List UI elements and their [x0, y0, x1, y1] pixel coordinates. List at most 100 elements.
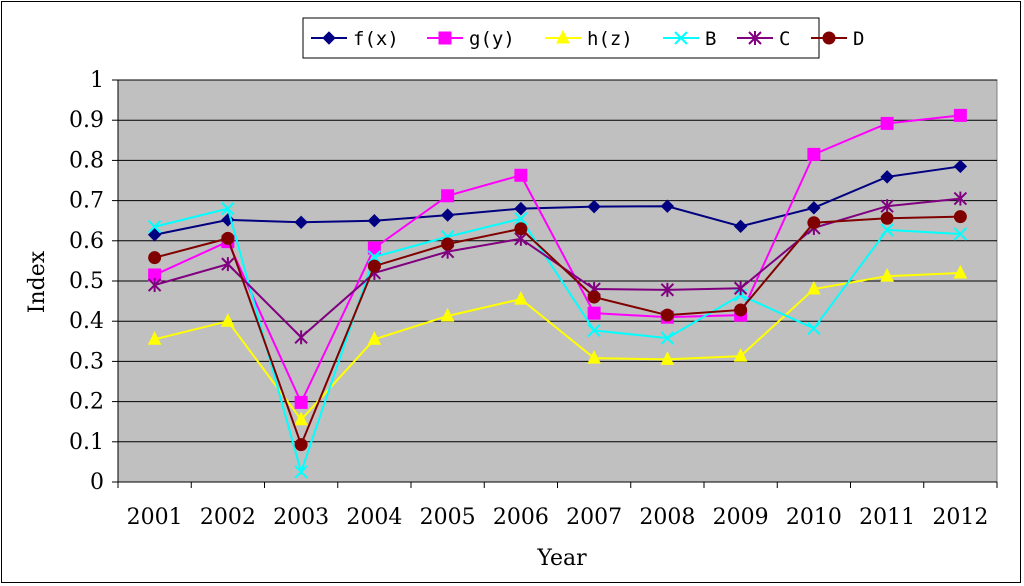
data-point-fx — [147, 228, 162, 242]
data-point-fx — [294, 215, 308, 230]
y-tick-label: 0.2 — [69, 390, 104, 415]
legend-marker — [748, 31, 762, 45]
data-point-hz — [880, 268, 894, 282]
data-point-gy — [367, 241, 381, 255]
data-point-b — [514, 211, 528, 226]
x-tick-label: 2002 — [200, 505, 256, 530]
data-point-d — [953, 210, 967, 224]
legend-marker — [556, 29, 570, 44]
legend-label: f(x) — [353, 28, 399, 50]
data-point-gy — [441, 189, 455, 203]
data-point-fx — [880, 170, 894, 184]
data-point-b — [147, 220, 162, 234]
data-point-c — [733, 281, 748, 296]
data-point-d — [880, 211, 894, 225]
data-point-d — [294, 438, 308, 452]
data-point-c — [880, 199, 894, 214]
data-point-gy — [880, 116, 894, 130]
data-point-gy — [587, 306, 601, 320]
data-point-fx — [367, 213, 382, 228]
data-point-c — [294, 330, 308, 345]
legend-marker — [322, 31, 336, 45]
legend-label: g(y) — [469, 28, 515, 50]
series-hz — [147, 264, 968, 426]
legend-label: D — [853, 28, 864, 50]
data-point-c — [953, 191, 968, 206]
data-point-b — [953, 227, 968, 241]
x-tick-label: 2008 — [639, 505, 695, 530]
x-tick-label: 2005 — [420, 505, 476, 530]
data-point-d — [367, 259, 381, 273]
legend-item-c: C — [737, 28, 790, 50]
data-point-hz — [733, 348, 748, 362]
y-tick-label: 0.4 — [69, 309, 104, 334]
data-point-hz — [147, 331, 162, 345]
data-point-d — [734, 303, 748, 317]
data-point-d — [587, 290, 601, 304]
data-point-hz — [807, 280, 821, 295]
x-tick-label: 2010 — [786, 505, 842, 530]
legend-item-d: D — [811, 28, 864, 50]
legend-marker — [822, 31, 836, 45]
data-point-b — [880, 223, 894, 237]
data-point-gy — [514, 168, 528, 182]
data-point-hz — [660, 351, 675, 365]
data-point-fx — [660, 199, 675, 213]
data-point-b — [807, 321, 821, 336]
y-tick-label: 0.5 — [69, 269, 104, 294]
legend-label: h(z) — [587, 28, 633, 50]
series-line-b — [154, 207, 961, 476]
data-point-hz — [587, 350, 601, 364]
data-point-d — [441, 237, 455, 251]
series-line-hz — [154, 271, 961, 422]
series-line-gy — [154, 114, 961, 405]
series-group — [147, 108, 968, 479]
data-point-d — [514, 222, 528, 236]
data-point-c — [660, 282, 675, 297]
x-tick-label: 2004 — [346, 505, 402, 530]
legend-label: B — [705, 28, 716, 50]
data-point-hz — [514, 290, 528, 305]
x-tick-label: 2009 — [713, 505, 769, 530]
data-point-d — [221, 231, 235, 245]
data-point-hz — [953, 264, 968, 279]
data-point-fx — [807, 201, 821, 215]
data-point-gy — [807, 147, 821, 161]
y-tick-label: 1 — [90, 68, 104, 93]
data-point-hz — [221, 313, 235, 327]
x-tick-label: 2006 — [493, 505, 549, 530]
y-tick-label: 0.3 — [69, 349, 104, 374]
data-point-b — [587, 323, 601, 338]
legend: f(x) g(y) h(z) B C D — [302, 17, 864, 59]
x-tick-label: 2003 — [273, 505, 329, 530]
data-point-d — [807, 216, 821, 230]
y-tick-label: 0.1 — [69, 430, 104, 455]
axes: 0 0.1 0.2 0.3 0.4 0.5 0.6 0.7 0.8 0.9 1 2001 2002 200… — [69, 68, 998, 530]
y-tick-label: 0.6 — [69, 229, 104, 254]
plot-area — [117, 79, 998, 483]
data-point-c — [147, 278, 162, 293]
y-tick-label: 0.9 — [69, 108, 104, 133]
legend-marker — [438, 31, 452, 45]
x-tick-label: 2007 — [566, 505, 622, 530]
x-tick-label: 2001 — [127, 505, 183, 530]
x-tick-label: 2012 — [932, 505, 988, 530]
data-point-fx — [733, 219, 748, 234]
data-point-fx — [440, 208, 455, 222]
data-point-d — [148, 251, 162, 265]
data-point-b — [367, 250, 382, 264]
data-point-hz — [367, 331, 382, 345]
legend-label: C — [779, 28, 790, 50]
legend-item-b: B — [663, 28, 716, 50]
legend-item-gy: g(y) — [427, 28, 515, 50]
data-point-hz — [440, 307, 455, 322]
series-fx — [147, 159, 968, 242]
data-point-gy — [953, 108, 967, 122]
legend-item-fx: f(x) — [311, 28, 399, 50]
series-line-fx — [154, 165, 961, 236]
y-tick-label: 0 — [90, 470, 104, 495]
data-point-fx — [587, 199, 601, 214]
x-tick-label: 2011 — [859, 505, 915, 530]
data-point-hz — [294, 411, 308, 426]
